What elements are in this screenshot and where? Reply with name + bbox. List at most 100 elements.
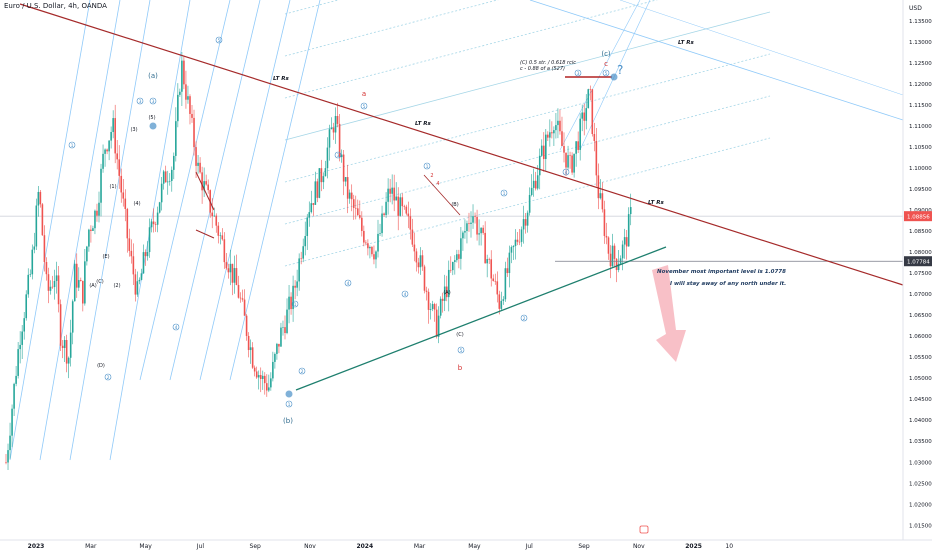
candle-body [69, 332, 72, 358]
candle-body [233, 268, 236, 283]
candle-body [490, 259, 493, 279]
candle-body [462, 232, 464, 239]
wave-count-circle [291, 300, 299, 308]
candle-body [460, 238, 462, 259]
candle-body [205, 181, 207, 185]
candle-body [342, 154, 345, 182]
candle-body [419, 255, 422, 268]
price-tick-label: 1.11000 [909, 124, 932, 130]
currency-label: USD [909, 5, 922, 12]
candle-body [173, 155, 175, 170]
candle-body [464, 231, 466, 233]
candle-body [549, 132, 551, 138]
candle-body [441, 298, 444, 301]
time-axis[interactable]: 2023 Mar May Jul Sep Nov 2024 Mar May Jul Sep Nov 20… [0, 539, 932, 550]
candle-body [193, 117, 195, 148]
candle-body [288, 296, 290, 310]
time-tick-label: Jul [196, 543, 205, 550]
time-tick-label: Sep [250, 543, 262, 550]
candle-body [377, 233, 379, 252]
wave-count-number: 1 [71, 143, 74, 149]
candle-body [110, 132, 112, 141]
wave-label: (A) [89, 283, 96, 289]
candle-body [274, 353, 276, 362]
candle-body [308, 212, 311, 218]
candle-body [583, 112, 586, 121]
candle-body [478, 233, 480, 235]
candle-body [261, 375, 264, 380]
candle-body [561, 131, 563, 146]
candle-body [415, 251, 418, 263]
wave-count-number: 1 [503, 191, 506, 197]
candle-body [312, 203, 315, 205]
candle-body [605, 235, 608, 238]
candle-body [306, 217, 309, 237]
candle-body [318, 168, 321, 198]
price-tick-label: 1.05000 [909, 376, 932, 382]
candle-body [409, 216, 412, 230]
price-axis-bg [903, 0, 932, 550]
candle-body [102, 153, 104, 169]
candle-body [437, 315, 440, 337]
candle-body [253, 367, 256, 372]
price-axis[interactable]: 1.13500 1.13000 1.12500 1.12000 1.11500 1.110… [902, 0, 932, 550]
candle-body [520, 229, 523, 242]
candle-body [243, 299, 246, 316]
candle-body [259, 375, 262, 380]
candle-body [158, 202, 161, 213]
candle-body [492, 278, 495, 281]
candle-body [57, 275, 60, 305]
time-tick-label: Sep [578, 543, 590, 550]
symbol-title[interactable]: Euro / U.S. Dollar, 4h, OANDA [4, 2, 107, 10]
candle-body [284, 327, 286, 334]
wave-count-number: 5 [363, 104, 366, 110]
candle-body [571, 155, 573, 173]
candle-body [88, 229, 90, 247]
candle-body [443, 286, 446, 301]
fan-line [139, 0, 231, 381]
candle-body [514, 239, 517, 247]
wave-count-circle [360, 102, 368, 110]
candle-body [282, 327, 284, 328]
candle-body [439, 298, 442, 316]
candle-body [77, 280, 80, 288]
candle-body [361, 217, 363, 231]
candle-body [67, 357, 70, 364]
wave-label: a [362, 90, 366, 98]
price-tick-label: 1.01500 [909, 523, 932, 529]
candle-body [189, 96, 191, 114]
candle-body [310, 203, 313, 213]
wave-count-circle [298, 367, 306, 375]
candle-body [563, 145, 565, 153]
wave-label: (2) [113, 283, 120, 289]
candle-body [114, 118, 116, 154]
candle-body [255, 371, 258, 378]
candle-body [587, 89, 590, 109]
candle-body [567, 155, 569, 168]
candle-body [607, 237, 610, 254]
candle-body [47, 274, 50, 291]
candle-body [326, 147, 329, 169]
candle-body [350, 192, 353, 200]
wave-count-circle [401, 290, 409, 298]
candle-body [522, 219, 525, 230]
candle-body [385, 201, 387, 215]
candle-body [332, 127, 335, 133]
wave-count-circle [334, 151, 342, 159]
candle-body [526, 212, 529, 226]
candle-body [591, 89, 594, 135]
wave-count-number: 2 [301, 369, 304, 375]
candle-body [132, 256, 135, 275]
candle-body [504, 268, 507, 300]
candle-body [508, 252, 511, 274]
candle-body [421, 255, 424, 267]
candle-body [611, 245, 614, 267]
candle-body [225, 262, 228, 269]
candle-body [263, 375, 266, 384]
candle-body [545, 134, 547, 160]
candle-body [213, 215, 216, 217]
candle-body [488, 259, 490, 260]
analysis-note: November most important level is 1.0778 [657, 269, 786, 275]
